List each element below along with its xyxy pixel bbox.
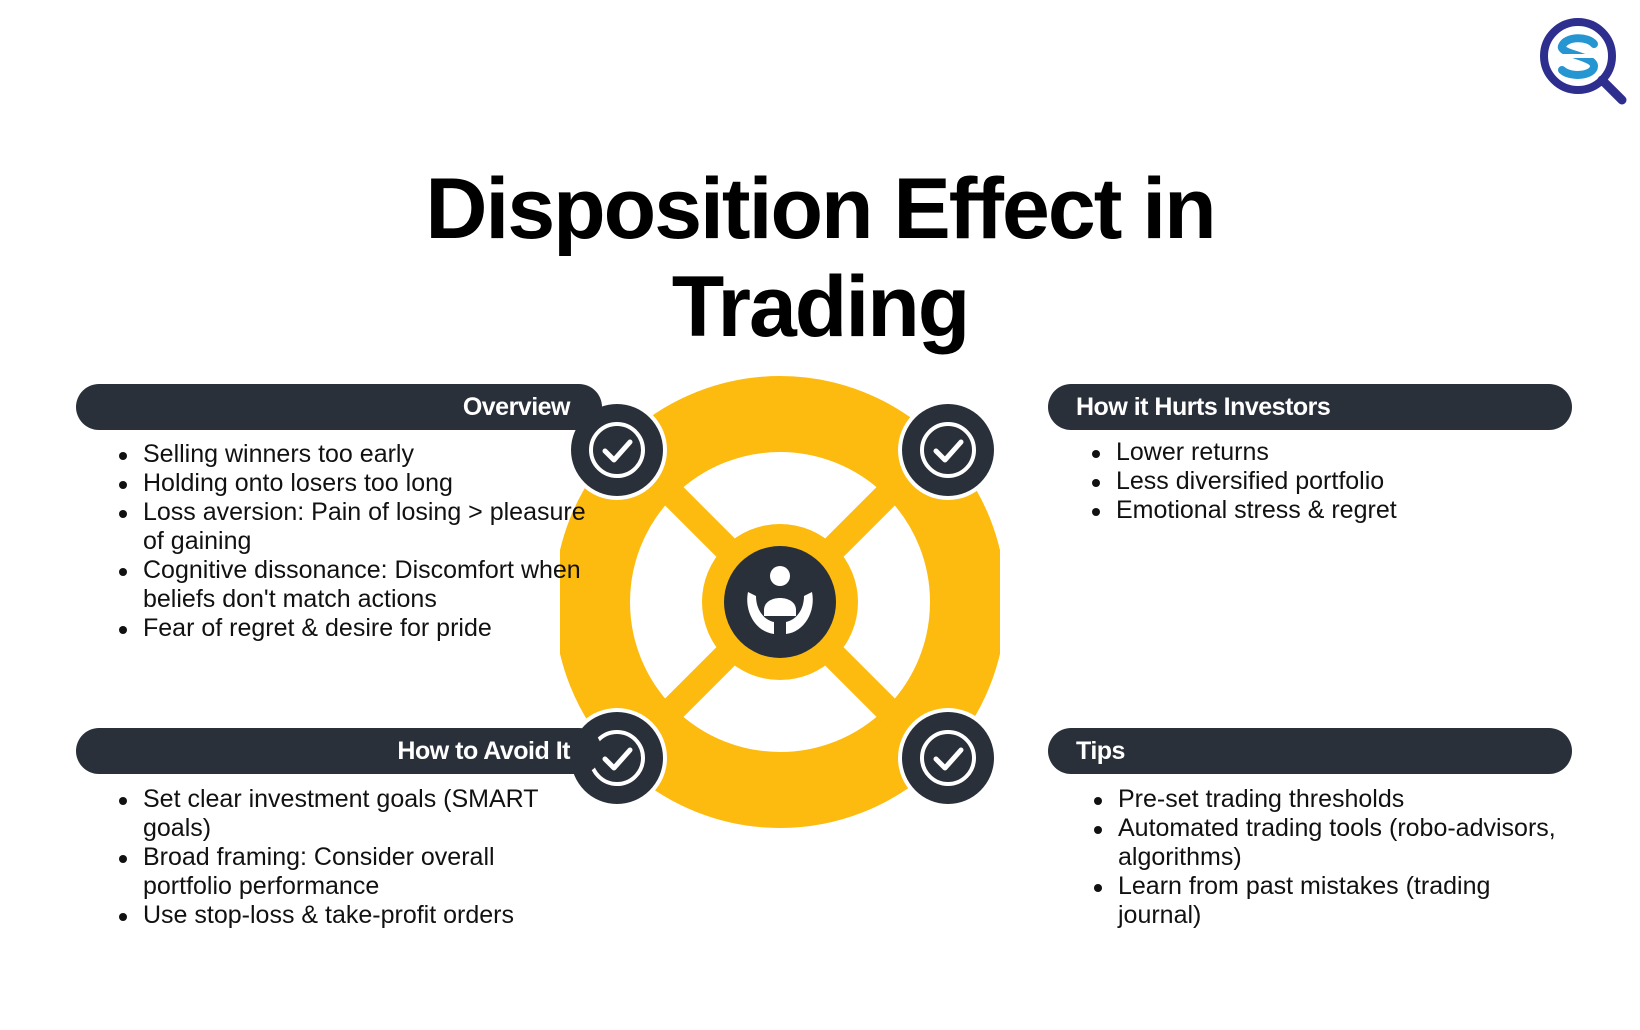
list-item: Cognitive dissonance: Discomfort when be… (143, 556, 603, 614)
sq-logo-icon (1538, 16, 1628, 106)
list-item: Fear of regret & desire for pride (143, 614, 603, 643)
list-item: Selling winners too early (143, 440, 603, 469)
how-it-hurts-list: Lower returns Less diversified portfolio… (1090, 438, 1586, 525)
page-title: Disposition Effect in Trading (0, 160, 1640, 356)
check-circle-icon (898, 400, 998, 500)
overview-heading: Overview (76, 384, 602, 430)
list-item: Pre-set trading thresholds (1118, 785, 1578, 814)
how-to-avoid-list: Set clear investment goals (SMART goals)… (117, 785, 583, 930)
list-item: Less diversified portfolio (1116, 467, 1586, 496)
how-it-hurts-heading: How it Hurts Investors (1048, 384, 1572, 430)
list-item: Lower returns (1116, 438, 1586, 467)
overview-list: Selling winners too early Holding onto l… (117, 440, 603, 643)
page-title-line-2: Trading (0, 258, 1640, 356)
list-item: Set clear investment goals (SMART goals) (143, 785, 583, 843)
list-item: Loss aversion: Pain of losing > pleasure… (143, 498, 603, 556)
list-item: Emotional stress & regret (1116, 496, 1586, 525)
check-circle-icon (898, 708, 998, 808)
list-item: Broad framing: Consider overall portfoli… (143, 843, 583, 901)
central-wheel-diagram (560, 360, 1000, 860)
list-item: Learn from past mistakes (trading journa… (1118, 872, 1578, 930)
list-item: Use stop-loss & take-profit orders (143, 901, 583, 930)
tips-list: Pre-set trading thresholds Automated tra… (1092, 785, 1578, 930)
page-title-line-1: Disposition Effect in (0, 160, 1640, 258)
list-item: Automated trading tools (robo-advisors, … (1118, 814, 1578, 872)
list-item: Holding onto losers too long (143, 469, 603, 498)
how-to-avoid-heading: How to Avoid It (76, 728, 602, 774)
tips-heading: Tips (1048, 728, 1572, 774)
